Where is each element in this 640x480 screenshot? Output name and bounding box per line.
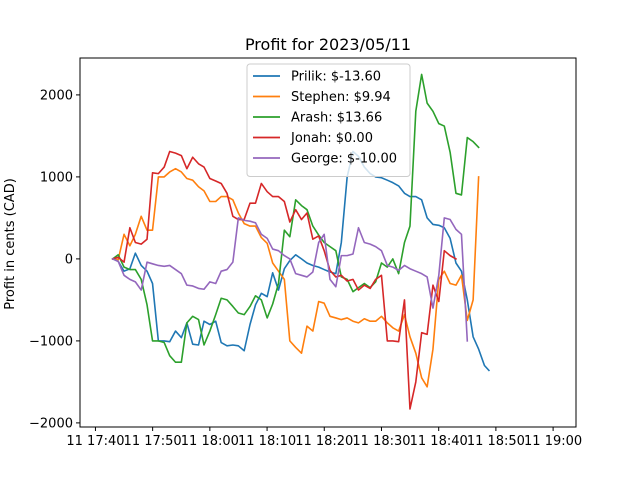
- legend-entry-4: Jonah: $0.00: [290, 131, 373, 146]
- x-tick-label: 11 17:50: [124, 434, 182, 449]
- x-tick-label: 11 17:40: [66, 434, 124, 449]
- y-tick-label: −1000: [29, 334, 73, 349]
- series-line-1: [111, 150, 491, 372]
- legend: Prilik: $-13.60 Stephen: $9.94 Arash: $13.…: [246, 63, 411, 177]
- legend-entry-3: Arash: $13.66: [291, 111, 382, 126]
- chart-title: Profit for 2023/05/11: [245, 35, 411, 54]
- legend-entry-1: Prilik: $-13.60: [291, 70, 381, 85]
- legend-box: [246, 63, 411, 177]
- x-tick-label: 11 19:00: [524, 434, 582, 449]
- x-tick-label: 11 18:40: [410, 434, 468, 449]
- x-tick-label: 11 18:10: [238, 434, 296, 449]
- x-tick-label: 11 18:20: [295, 434, 353, 449]
- series-line-4: [111, 150, 458, 410]
- x-tick-label: 11 18:50: [467, 434, 525, 449]
- y-tick-label: 2000: [40, 88, 73, 103]
- x-tick-label: 11 18:00: [181, 434, 239, 449]
- y-axis-label: Profit in cents (CAD): [3, 178, 18, 310]
- x-tick-label: 11 18:30: [352, 434, 410, 449]
- y-tick-label: −2000: [29, 416, 73, 431]
- legend-entry-5: George: $-10.00: [291, 152, 397, 167]
- plot-frame: [79, 57, 577, 428]
- y-tick-label: 0: [65, 252, 73, 267]
- y-axis: −2000 −1000 0 1000 2000: [29, 88, 80, 431]
- x-axis: 11 17:40 11 17:50 11 18:00 11 18:10 11 18:20…: [66, 427, 582, 449]
- y-tick-label: 1000: [40, 170, 73, 185]
- legend-entry-2: Stephen: $9.94: [291, 90, 391, 105]
- series-line-3: [111, 73, 480, 364]
- plot-area: [79, 57, 577, 428]
- series-line-5: [111, 217, 469, 342]
